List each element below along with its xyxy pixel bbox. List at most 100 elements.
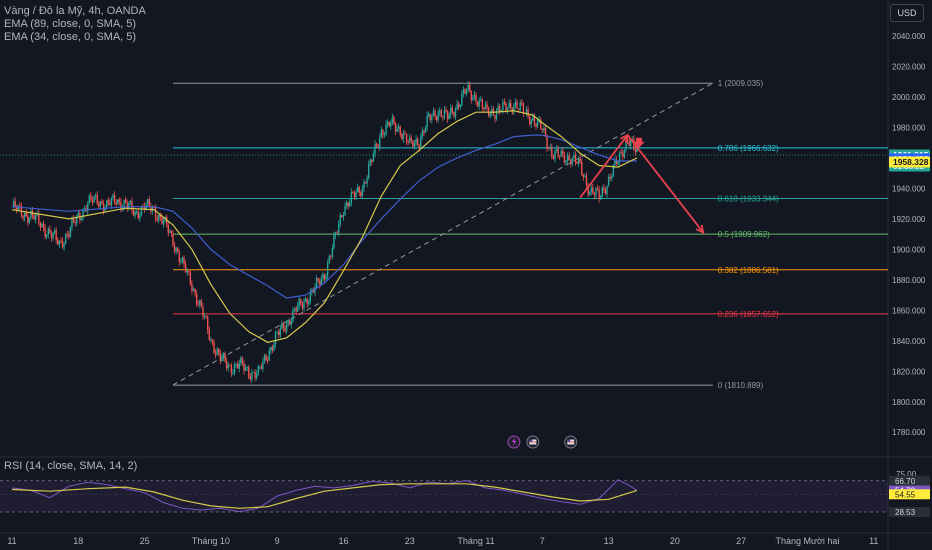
candle-body: [312, 289, 315, 293]
candle-body: [235, 363, 237, 365]
candle-body: [451, 107, 454, 112]
candle-body: [52, 232, 54, 239]
sell-marker-icon: [632, 137, 645, 148]
candle-body: [461, 93, 463, 106]
candle-body: [110, 198, 113, 206]
candle-body: [491, 109, 493, 114]
candle-body: [76, 214, 78, 224]
candle-body: [446, 110, 449, 120]
candle-body: [611, 176, 613, 179]
candle-body: [615, 159, 618, 165]
candle-body: [383, 134, 386, 136]
candle-body: [566, 155, 569, 161]
candle-body: [263, 355, 266, 362]
ema34-legend[interactable]: EMA (34, close, 0, SMA, 5): [4, 31, 137, 43]
candle-body: [371, 159, 373, 162]
candle-body: [588, 191, 591, 195]
candle-body: [315, 278, 318, 288]
candle-body: [96, 195, 98, 204]
candle-body: [573, 154, 575, 158]
candle-body: [87, 202, 89, 212]
candle-body: [115, 202, 117, 205]
candle-body: [282, 322, 285, 329]
candle-body: [568, 155, 570, 161]
candle-body: [462, 89, 465, 94]
candle-body: [502, 101, 504, 111]
candle-body: [265, 355, 267, 361]
trend-line: [172, 82, 714, 386]
candle-body: [495, 110, 498, 119]
candle-body: [366, 177, 368, 184]
candle-body: [227, 364, 229, 369]
candle-body: [486, 104, 488, 108]
candle-body: [93, 196, 95, 203]
candle-body: [480, 99, 482, 101]
candle-body: [183, 257, 185, 265]
rsi-legend[interactable]: RSI (14, close, SMA, 14, 2): [4, 460, 138, 472]
candle-body: [563, 154, 566, 163]
candle-body: [98, 203, 100, 207]
candle-body: [603, 187, 605, 190]
candle-body: [503, 101, 506, 104]
candle-body: [401, 134, 403, 140]
ema89-legend[interactable]: EMA (89, close, 0, SMA, 5): [4, 18, 137, 30]
candle-body: [450, 107, 452, 115]
candle-body: [393, 117, 395, 124]
candle-body: [358, 186, 360, 193]
candle-body: [94, 195, 97, 197]
candle-body: [44, 227, 46, 237]
candle-body: [292, 309, 294, 322]
candle-body: [71, 218, 73, 227]
candle-body: [584, 176, 586, 178]
candle-body: [68, 234, 70, 237]
candle-body: [336, 232, 338, 234]
price-label-box: [889, 156, 930, 168]
candle-body: [135, 211, 138, 213]
candle-body: [290, 321, 293, 325]
candle-body: [333, 235, 335, 249]
candle-body: [541, 128, 544, 131]
x-tick-label: 7: [540, 536, 545, 546]
candle-body: [405, 133, 408, 142]
symbol-legend[interactable]: Vàng / Đô la Mỹ, 4h, OANDA: [4, 5, 146, 17]
candle-body: [211, 339, 214, 343]
candle-body: [402, 133, 405, 140]
candle-body: [478, 100, 480, 107]
candle-body: [12, 201, 15, 207]
candle-body: [574, 154, 577, 162]
candle-body: [322, 274, 324, 279]
candle-body: [90, 195, 92, 200]
candle-body: [159, 214, 162, 218]
candle-body: [123, 199, 125, 208]
candle-body: [241, 357, 244, 364]
candle-body: [323, 274, 326, 280]
currency-button[interactable]: USD: [890, 4, 924, 22]
fib-label: 1 (2009.035): [718, 79, 764, 88]
flag-canton-icon: [567, 439, 571, 442]
candle-body: [499, 106, 501, 112]
candle-body: [521, 102, 523, 104]
candle-body: [494, 115, 496, 119]
lightning-icon: [511, 438, 517, 446]
candle-body: [55, 230, 57, 240]
candle-body: [506, 108, 509, 111]
candle-body: [77, 213, 79, 215]
candle-body: [375, 143, 378, 146]
candle-body: [391, 117, 394, 123]
candle-body: [191, 284, 193, 291]
candle-body: [533, 116, 536, 124]
candle-body: [238, 363, 240, 369]
x-tick-label: 16: [338, 536, 348, 546]
candle-body: [16, 206, 18, 211]
y-tick-label: 1980.000: [892, 123, 926, 132]
candle-body: [617, 161, 619, 165]
rsi-y-tick: 75.00: [896, 470, 917, 479]
candle-body: [517, 108, 520, 110]
candle-body: [276, 331, 278, 333]
candle-body: [304, 298, 307, 303]
candle-body: [150, 206, 152, 212]
candle-body: [344, 206, 346, 215]
candle-body: [636, 148, 638, 153]
